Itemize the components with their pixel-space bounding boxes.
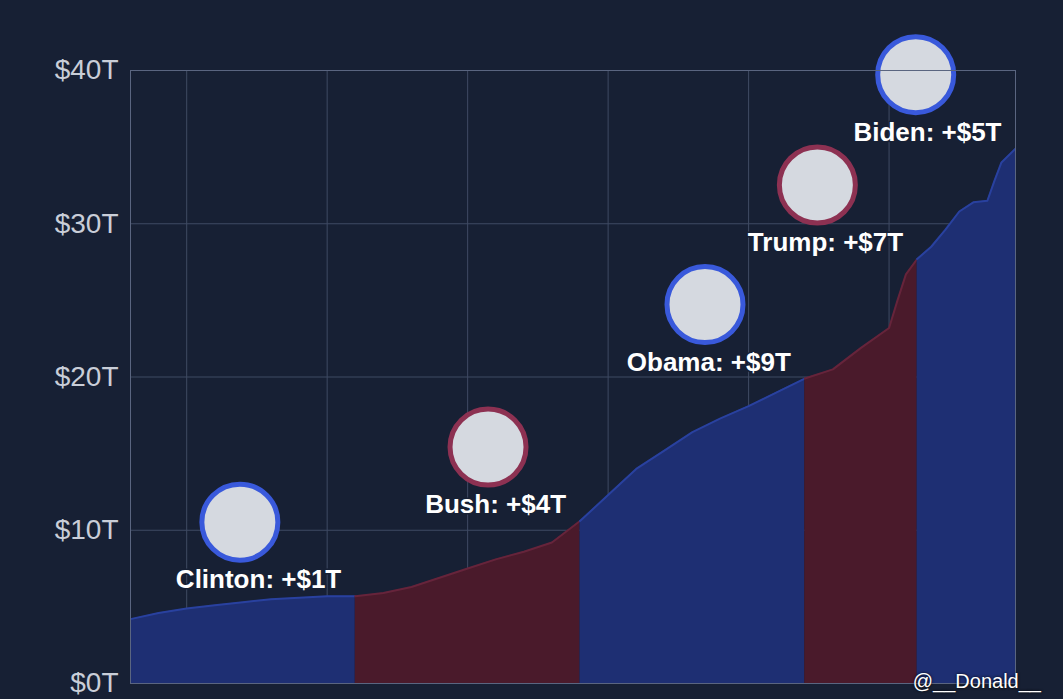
svg-text:Obama: +$9T: Obama: +$9T <box>627 347 791 377</box>
svg-text:Clinton: +$1T: Clinton: +$1T <box>176 564 342 594</box>
svg-text:$30T: $30T <box>55 208 119 239</box>
svg-text:Bush: +$4T: Bush: +$4T <box>425 489 566 519</box>
svg-text:$40T: $40T <box>55 54 119 85</box>
svg-text:Biden: +$5T: Biden: +$5T <box>853 117 1001 147</box>
svg-text:Trump: +$7T: Trump: +$7T <box>748 227 903 257</box>
svg-text:$20T: $20T <box>55 361 119 392</box>
html-text:@__Donald__: @__Donald__ <box>912 670 1041 692</box>
svg-text:$0T: $0T <box>70 667 118 698</box>
svg-text:$10T: $10T <box>55 514 119 545</box>
